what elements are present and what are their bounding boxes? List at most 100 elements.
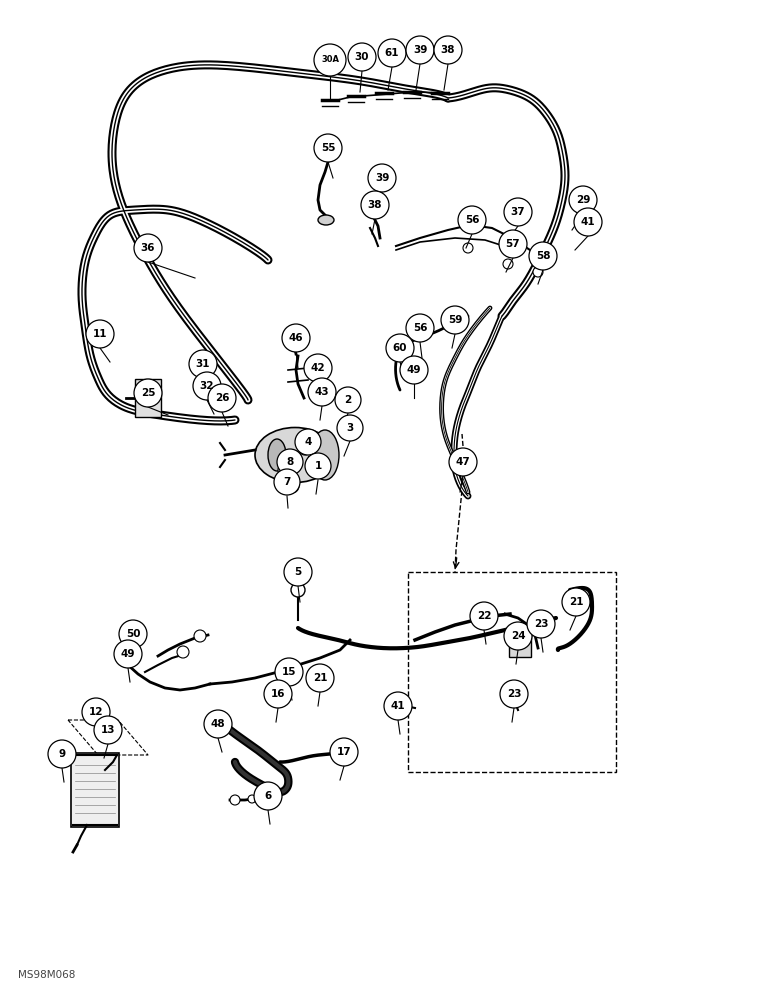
- Circle shape: [285, 479, 299, 493]
- Text: 21: 21: [569, 597, 584, 607]
- Circle shape: [295, 429, 321, 455]
- Circle shape: [86, 320, 114, 348]
- Circle shape: [114, 640, 142, 668]
- Circle shape: [434, 36, 462, 64]
- Circle shape: [470, 602, 498, 630]
- Ellipse shape: [268, 439, 286, 471]
- Circle shape: [378, 39, 406, 67]
- Circle shape: [82, 698, 110, 726]
- Text: 46: 46: [289, 333, 303, 343]
- FancyBboxPatch shape: [135, 379, 161, 417]
- Text: 5: 5: [294, 567, 302, 577]
- Circle shape: [304, 354, 332, 382]
- Bar: [408, 572, 616, 772]
- Circle shape: [504, 198, 532, 226]
- Text: 41: 41: [391, 701, 405, 711]
- Text: 23: 23: [533, 619, 548, 629]
- Text: 16: 16: [271, 689, 285, 699]
- Text: 9: 9: [59, 749, 66, 759]
- Text: 38: 38: [441, 45, 455, 55]
- Circle shape: [134, 379, 162, 407]
- Circle shape: [308, 455, 322, 469]
- Text: 56: 56: [413, 323, 427, 333]
- FancyBboxPatch shape: [509, 627, 531, 657]
- Text: 4: 4: [304, 437, 312, 447]
- Circle shape: [476, 612, 492, 628]
- Circle shape: [507, 681, 517, 691]
- Text: 43: 43: [315, 387, 330, 397]
- Text: 12: 12: [89, 707, 103, 717]
- FancyBboxPatch shape: [71, 753, 119, 827]
- Text: 11: 11: [93, 329, 107, 339]
- Text: 8: 8: [286, 457, 293, 467]
- Circle shape: [254, 782, 282, 810]
- Circle shape: [574, 208, 602, 236]
- Circle shape: [48, 740, 76, 768]
- Text: 17: 17: [337, 747, 351, 757]
- Circle shape: [406, 314, 434, 342]
- Circle shape: [275, 658, 303, 686]
- Text: 50: 50: [126, 629, 141, 639]
- Circle shape: [458, 206, 486, 234]
- Text: 49: 49: [120, 649, 135, 659]
- Text: 26: 26: [215, 393, 229, 403]
- Circle shape: [94, 716, 122, 744]
- Circle shape: [194, 630, 206, 642]
- Circle shape: [348, 43, 376, 71]
- Text: 38: 38: [367, 200, 382, 210]
- Circle shape: [330, 738, 358, 766]
- Circle shape: [274, 469, 300, 495]
- Circle shape: [387, 698, 397, 708]
- Text: 30A: 30A: [321, 55, 339, 64]
- Circle shape: [306, 664, 334, 692]
- Circle shape: [406, 36, 434, 64]
- Circle shape: [312, 672, 324, 684]
- Text: 24: 24: [511, 631, 525, 641]
- Text: 58: 58: [536, 251, 550, 261]
- Text: 23: 23: [506, 689, 521, 699]
- Text: 6: 6: [264, 791, 272, 801]
- Text: 61: 61: [384, 48, 399, 58]
- Circle shape: [335, 387, 361, 413]
- Circle shape: [308, 378, 336, 406]
- Circle shape: [278, 463, 292, 477]
- Ellipse shape: [318, 215, 334, 225]
- Circle shape: [533, 267, 543, 277]
- Text: 22: 22: [477, 611, 491, 621]
- Circle shape: [314, 44, 346, 76]
- Ellipse shape: [255, 428, 335, 483]
- Text: 39: 39: [413, 45, 427, 55]
- Circle shape: [298, 441, 312, 455]
- Circle shape: [361, 191, 389, 219]
- Text: MS98M068: MS98M068: [18, 970, 76, 980]
- Circle shape: [314, 134, 342, 162]
- Circle shape: [562, 588, 590, 616]
- Circle shape: [504, 622, 532, 650]
- Circle shape: [230, 795, 240, 805]
- Circle shape: [529, 242, 557, 270]
- Text: 1: 1: [314, 461, 322, 471]
- Circle shape: [204, 710, 232, 738]
- Circle shape: [264, 680, 292, 708]
- Text: 41: 41: [581, 217, 595, 227]
- Circle shape: [282, 324, 310, 352]
- Circle shape: [193, 372, 221, 400]
- Circle shape: [368, 164, 396, 192]
- Circle shape: [177, 646, 189, 658]
- Circle shape: [284, 666, 296, 678]
- Circle shape: [499, 230, 527, 258]
- Text: 13: 13: [101, 725, 115, 735]
- Text: 21: 21: [313, 673, 327, 683]
- Circle shape: [527, 610, 555, 638]
- Text: 47: 47: [455, 457, 470, 467]
- Circle shape: [134, 234, 162, 262]
- Text: 42: 42: [310, 363, 325, 373]
- Text: 57: 57: [506, 239, 520, 249]
- Text: 60: 60: [393, 343, 408, 353]
- Text: 36: 36: [141, 243, 155, 253]
- Circle shape: [384, 692, 412, 720]
- Text: 7: 7: [283, 477, 291, 487]
- Ellipse shape: [311, 430, 339, 480]
- Circle shape: [291, 583, 305, 597]
- Text: 48: 48: [211, 719, 225, 729]
